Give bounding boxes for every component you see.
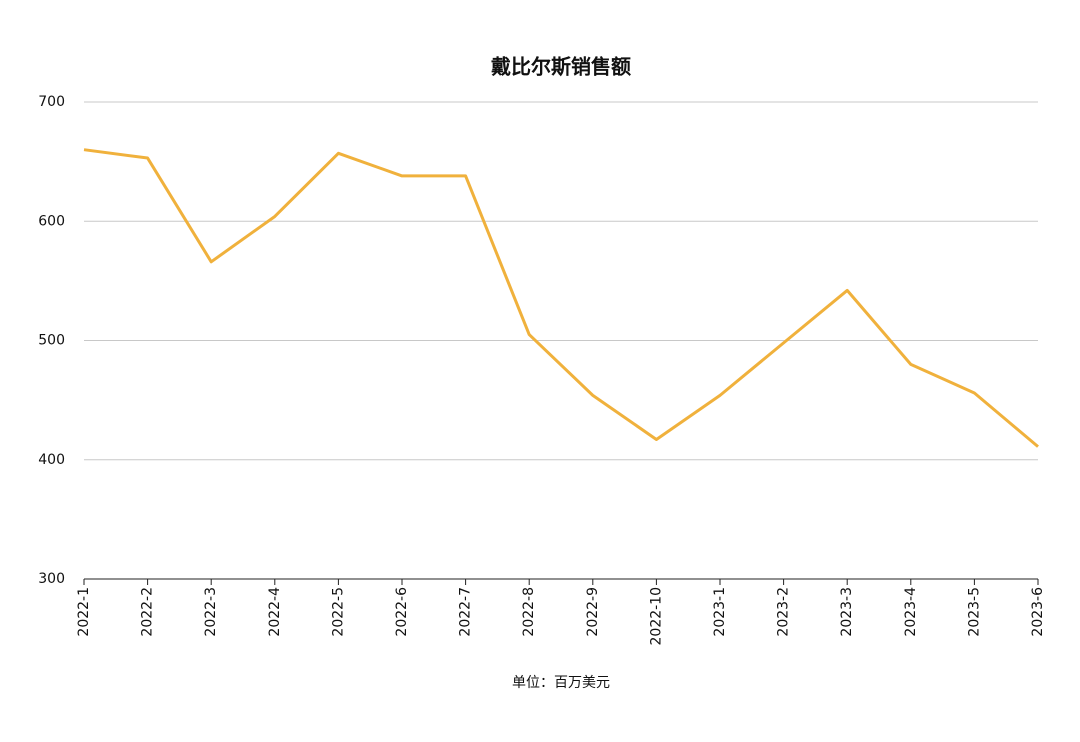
x-tick-label: 2022-2 (140, 587, 156, 637)
x-tick-label: 2023-5 (966, 587, 982, 637)
x-tick-label: 2023-2 (776, 587, 792, 637)
y-tick-label: 600 (38, 213, 65, 229)
x-tick-label: 2022-8 (521, 587, 537, 637)
chart-title: 戴比尔斯销售额 (491, 55, 631, 79)
x-tick-label: 2022-9 (585, 587, 601, 637)
y-tick-label: 400 (38, 452, 65, 468)
x-tick-label: 2022-3 (203, 587, 219, 637)
x-tick-label: 2023-4 (903, 587, 919, 637)
y-tick-label: 500 (38, 333, 65, 349)
x-tick-label: 2022-6 (394, 587, 410, 637)
x-tick-label: 2022-4 (267, 587, 283, 637)
x-tick-label: 2023-6 (1030, 587, 1046, 637)
line (83, 148, 1039, 448)
x-axis-label: 单位：百万美元 (512, 675, 610, 691)
x-tick-label: 2022-5 (330, 587, 346, 637)
x-tick-label: 2023-3 (839, 587, 855, 637)
y-tick-label: 300 (38, 571, 65, 587)
y-tick-label: 700 (38, 94, 65, 110)
x-tick-label: 2023-1 (712, 587, 728, 637)
x-tick-label: 2022-7 (458, 587, 474, 637)
x-tick-label: 2022-10 (648, 587, 664, 646)
x-tick-label: 2022-1 (76, 587, 92, 637)
